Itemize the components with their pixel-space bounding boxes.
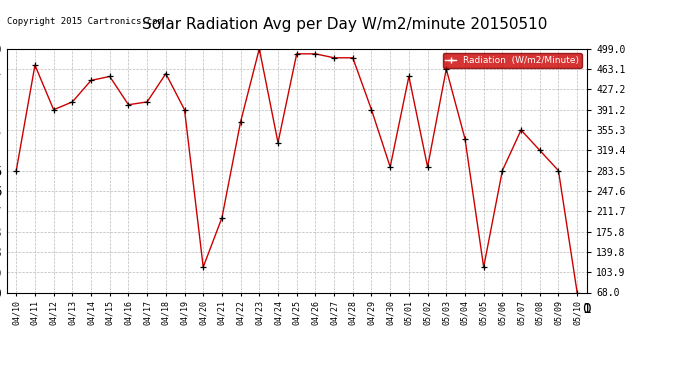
Text: Copyright 2015 Cartronics.com: Copyright 2015 Cartronics.com (7, 17, 163, 26)
Legend: Radiation  (W/m2/Minute): Radiation (W/m2/Minute) (442, 53, 582, 68)
Text: Solar Radiation Avg per Day W/m2/minute 20150510: Solar Radiation Avg per Day W/m2/minute … (142, 17, 548, 32)
